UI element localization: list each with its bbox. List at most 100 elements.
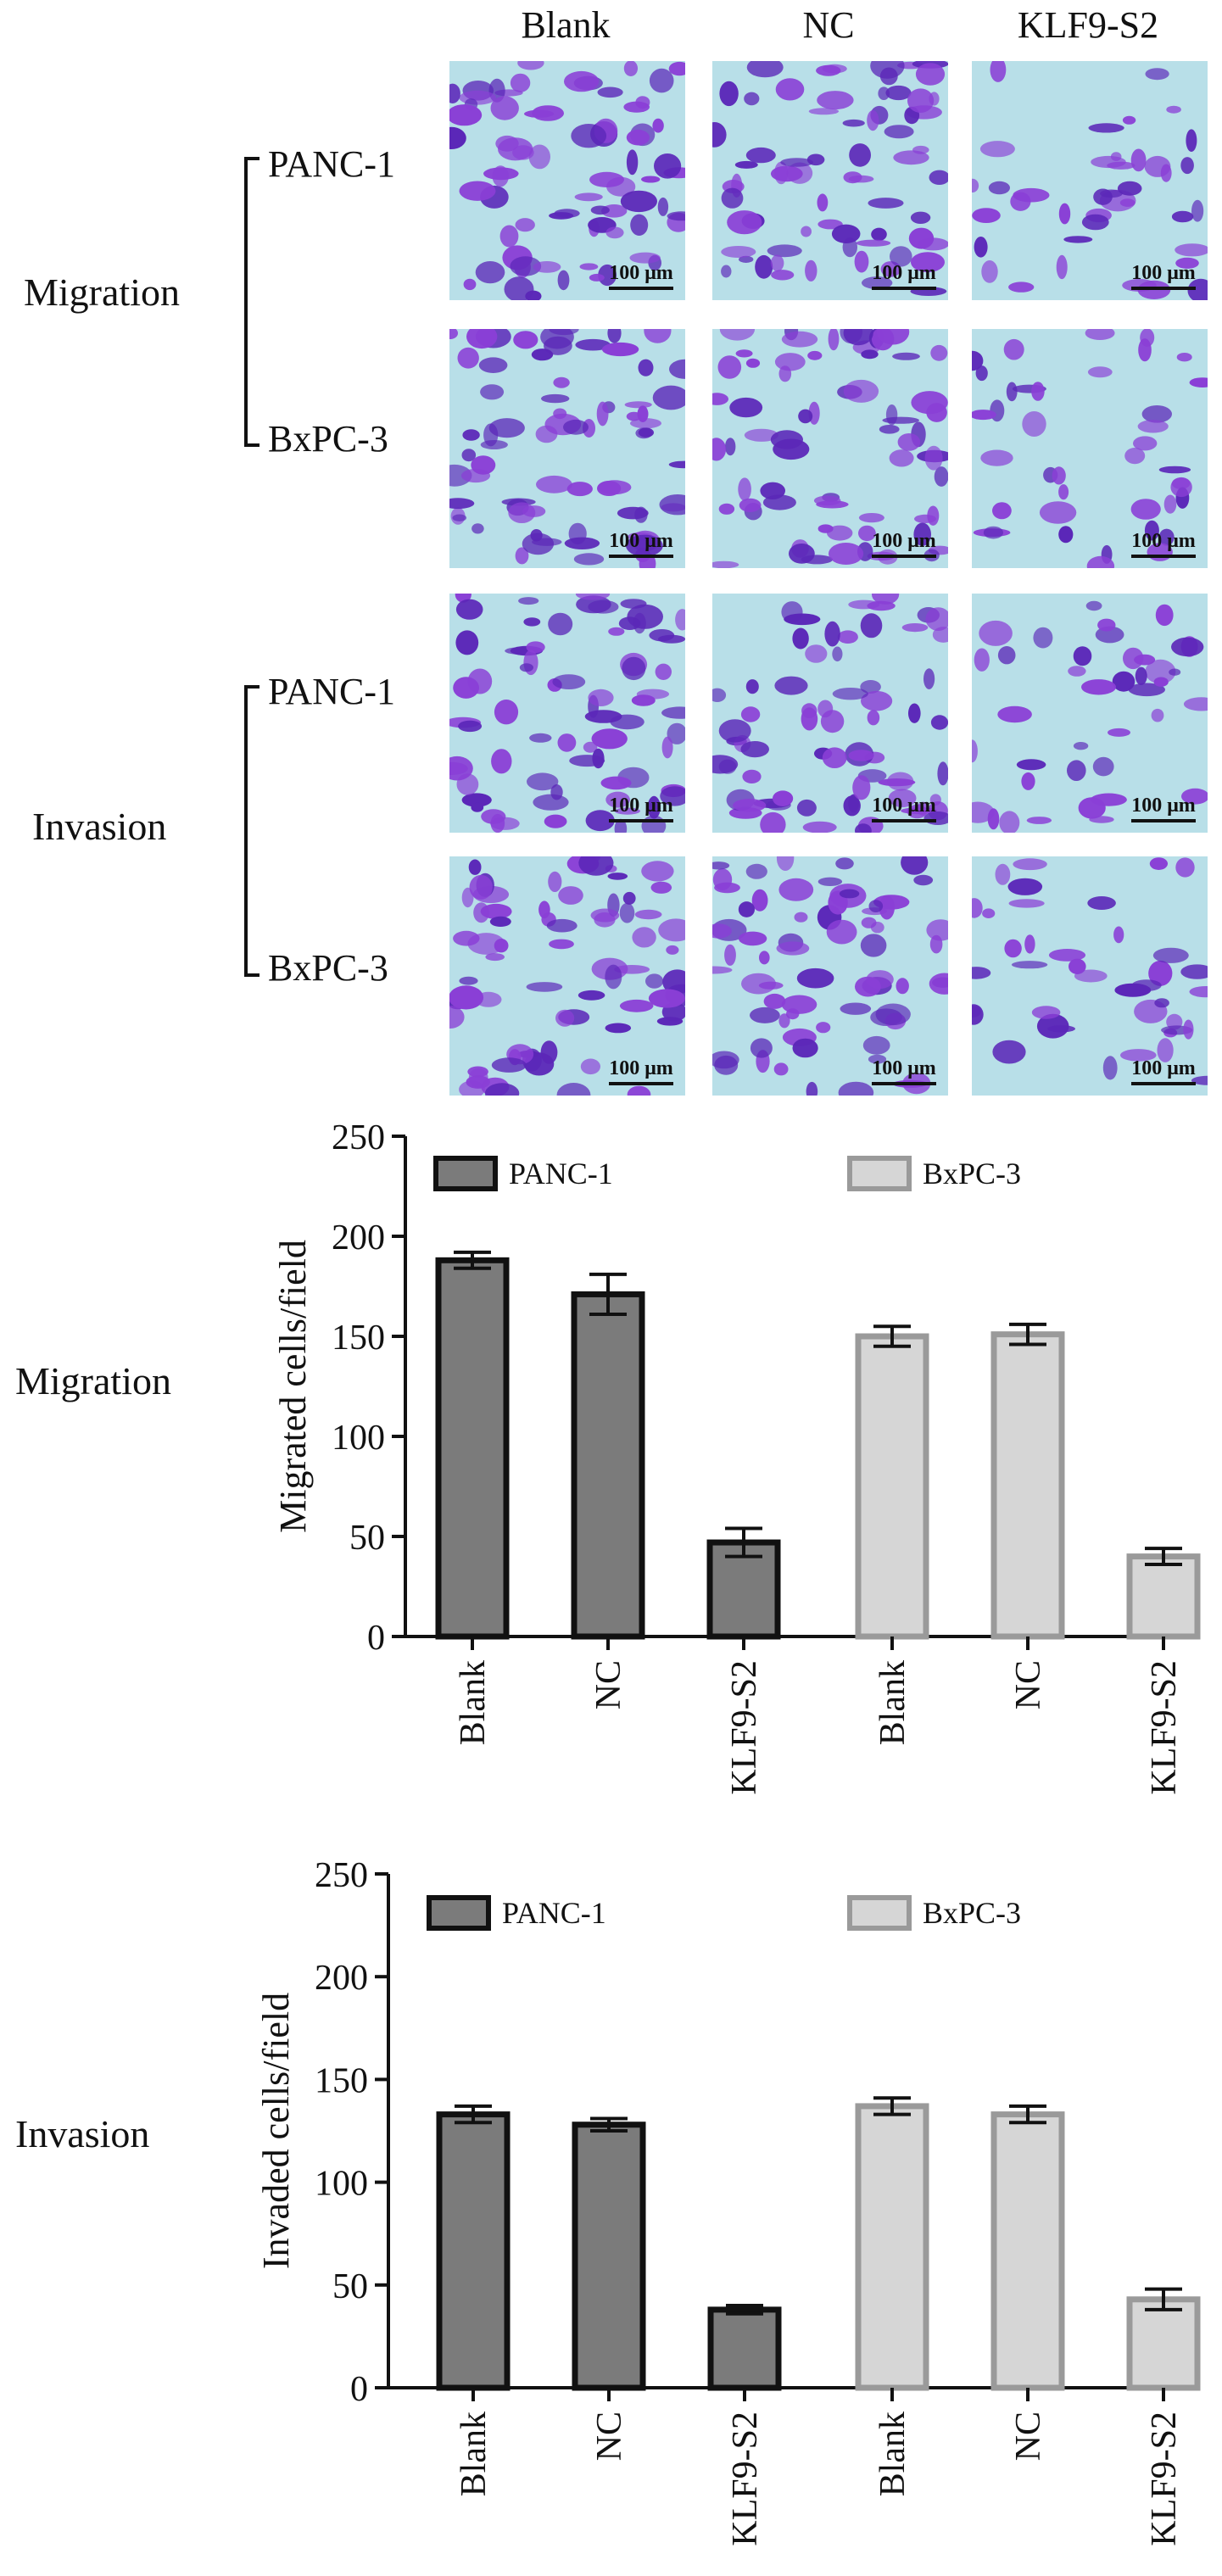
y-axis-label: Invaded cells/field (255, 1993, 297, 2269)
micrograph-invasion-bxpc3-klf9s2: 100 μm (972, 856, 1208, 1096)
scale-bar: 100 μm (609, 795, 673, 822)
bar-panc-1-nc (571, 1291, 645, 1640)
scale-bar-line (1131, 287, 1196, 290)
column-header-blank: Blank (521, 4, 611, 46)
bar-bxpc-3-blank (855, 1333, 929, 1640)
x-tick-label: NC (1009, 2412, 1048, 2461)
y-tick-label: 0 (367, 1619, 385, 1658)
invasion-bracket (244, 685, 259, 977)
y-tick-label: 100 (315, 2165, 368, 2204)
scale-bar: 100 μm (872, 262, 936, 290)
micrograph-migration-bxpc3-klf9s2: 100 μm (972, 329, 1208, 568)
x-tick-label: Blank (873, 1660, 912, 1745)
bar-bxpc-3-blank (855, 2103, 929, 2391)
y-tick-label: 200 (315, 1959, 368, 1998)
x-tick-label: NC (590, 2412, 629, 2461)
scale-bar-label: 100 μm (1131, 262, 1196, 284)
y-tick-label: 50 (332, 2267, 368, 2306)
y-tick-label: 100 (332, 1419, 385, 1458)
bar-panc-1-klf9-s2 (707, 2306, 782, 2391)
bar-panc-1-blank (436, 2111, 511, 2391)
scale-bar-label: 100 μm (1131, 530, 1196, 552)
micrograph-migration-panc1-klf9s2: 100 μm (972, 61, 1208, 300)
row-label-invasion-bxpc3: BxPC-3 (268, 947, 388, 989)
y-tick-label: 250 (315, 1857, 368, 1895)
scale-bar-line (1131, 1082, 1196, 1085)
legend-label-panc-1: PANC-1 (502, 1896, 606, 1930)
x-tick-label: Blank (873, 2412, 912, 2496)
micrograph-invasion-bxpc3-blank: 100 μm (449, 856, 685, 1096)
micrograph-migration-bxpc3-nc: 100 μm (712, 329, 948, 568)
scale-bar-line (609, 287, 673, 290)
scale-bar-label: 100 μm (609, 262, 673, 284)
bar-bxpc-3-klf9-s2 (1126, 1553, 1201, 1640)
row-label-migration-bxpc3: BxPC-3 (268, 418, 388, 460)
x-tick-label: KLF9-S2 (1145, 1660, 1184, 1795)
bar-bxpc-3-nc (990, 2111, 1065, 2391)
bar-panc-1-blank (435, 1257, 510, 1640)
y-tick-label: 150 (332, 1319, 385, 1358)
scale-bar-label: 100 μm (609, 1057, 673, 1079)
chart-row-label-migration: Migration (15, 1359, 171, 1402)
scale-bar-line (609, 1082, 673, 1085)
micrograph-migration-panc1-nc: 100 μm (712, 61, 948, 300)
micrograph-invasion-panc1-nc: 100 μm (712, 594, 948, 833)
x-tick-label: NC (589, 1660, 628, 1709)
legend-swatch-panc-1 (427, 1895, 491, 1931)
scale-bar: 100 μm (872, 795, 936, 822)
bar-bxpc-3-klf9-s2 (1126, 2296, 1201, 2391)
scale-bar-line (609, 819, 673, 822)
scale-bar: 100 μm (872, 530, 936, 558)
y-tick-label: 50 (349, 1519, 385, 1558)
micrograph-migration-bxpc3-blank: 100 μm (449, 329, 685, 568)
group-label-migration: Migration (24, 270, 180, 314)
bar-panc-1-nc (572, 2122, 646, 2391)
scale-bar-label: 100 μm (872, 1057, 936, 1079)
scale-bar-line (609, 555, 673, 558)
scale-bar: 100 μm (1131, 530, 1196, 558)
legend-label-panc-1: PANC-1 (509, 1157, 613, 1190)
migration-bracket (244, 157, 259, 447)
scale-bar-label: 100 μm (872, 795, 936, 817)
y-tick-label: 250 (332, 1118, 385, 1157)
row-label-migration-panc1: PANC-1 (268, 143, 395, 185)
micrograph-invasion-panc1-klf9s2: 100 μm (972, 594, 1208, 833)
x-tick-label: KLF9-S2 (725, 1660, 764, 1795)
column-header-nc: NC (802, 4, 855, 46)
column-header-klf9s2: KLF9-S2 (1017, 4, 1159, 46)
scale-bar-label: 100 μm (609, 530, 673, 552)
x-tick-label: KLF9-S2 (1145, 2412, 1184, 2546)
scale-bar-label: 100 μm (1131, 795, 1196, 817)
y-axis-label: Migrated cells/field (272, 1240, 314, 1533)
legend-label-bxpc-3: BxPC-3 (923, 1157, 1021, 1190)
y-tick-label: 0 (350, 2370, 368, 2409)
scale-bar-label: 100 μm (872, 530, 936, 552)
micrograph-migration-panc1-blank: 100 μm (449, 61, 685, 300)
scale-bar: 100 μm (609, 530, 673, 558)
x-tick-label: KLF9-S2 (726, 2412, 765, 2546)
scale-bar: 100 μm (1131, 262, 1196, 290)
row-label-invasion-panc1: PANC-1 (268, 671, 395, 712)
invasion-bar-chart: 0 50 100 150 200 250 Invaded cells/field Blank N… (255, 1857, 1201, 2546)
micrograph-invasion-panc1-blank: 100 μm (449, 594, 685, 833)
chart-row-label-invasion: Invasion (15, 2112, 150, 2155)
scale-bar-label: 100 μm (872, 262, 936, 284)
x-tick-label: NC (1009, 1660, 1048, 1709)
bar-bxpc-3-nc (990, 1331, 1065, 1640)
scale-bar-line (872, 287, 936, 290)
scale-bar: 100 μm (609, 262, 673, 290)
scale-bar-label: 100 μm (609, 795, 673, 817)
scale-bar-line (872, 1082, 936, 1085)
scale-bar-line (872, 555, 936, 558)
scale-bar: 100 μm (609, 1057, 673, 1085)
scale-bar: 100 μm (1131, 795, 1196, 822)
x-tick-label: Blank (454, 1660, 493, 1745)
scale-bar: 100 μm (872, 1057, 936, 1085)
legend-swatch-bxpc-3 (847, 1156, 912, 1191)
scale-bar: 100 μm (1131, 1057, 1196, 1085)
scale-bar-line (1131, 555, 1196, 558)
y-tick-label: 150 (315, 2061, 368, 2100)
micrograph-invasion-bxpc3-nc: 100 μm (712, 856, 948, 1096)
migration-bar-chart: 0 50 100 150 200 250 Migrated cells/field Blank… (272, 1118, 1201, 1795)
scale-bar-line (872, 819, 936, 822)
